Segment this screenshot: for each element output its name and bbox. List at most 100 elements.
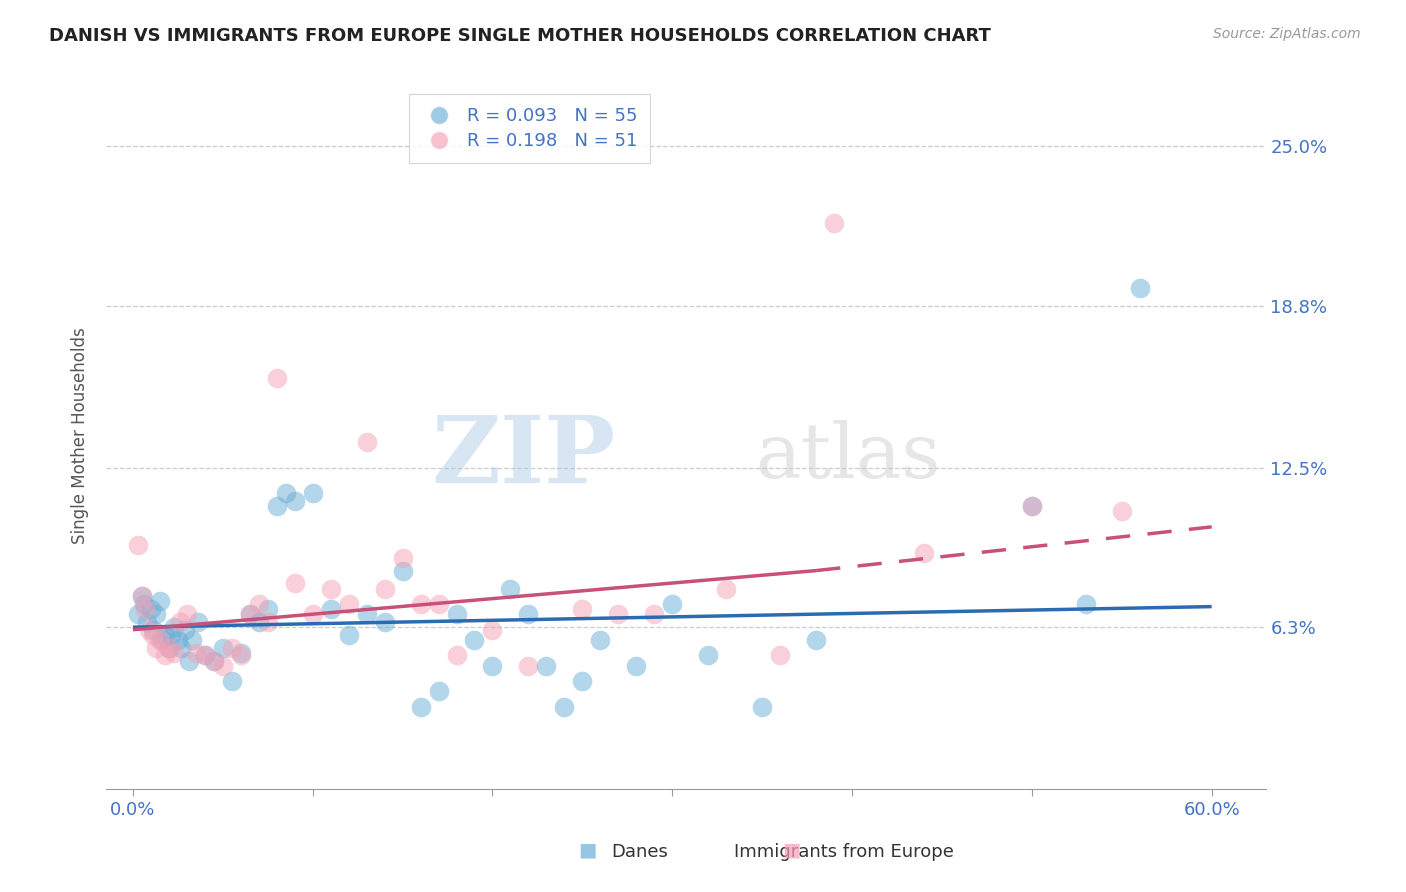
Point [481,658,503,673]
Point [145,640,167,655]
Point [150,633,173,648]
Point [427,597,450,611]
Point [134,602,156,616]
Point [499,582,522,596]
Point [1111,504,1133,518]
Point [804,633,827,648]
Point [274,486,297,500]
Point [163,646,186,660]
Text: Immigrants from Europe: Immigrants from Europe [734,843,953,861]
Point [589,633,612,648]
Point [391,564,413,578]
Point [409,699,432,714]
Point [1021,500,1043,514]
Point [716,582,738,596]
Point [155,628,177,642]
Point [337,597,360,611]
Point [517,607,540,622]
Point [446,648,468,663]
Point [266,500,288,514]
Text: atlas: atlas [755,420,941,494]
Point [163,620,186,634]
Point [446,607,468,622]
Point [463,633,485,648]
Point [266,370,288,384]
Point [211,640,233,655]
Point [176,607,198,622]
Point [374,615,396,629]
Y-axis label: Single Mother Households: Single Mother Households [72,327,89,544]
Point [157,640,180,655]
Point [356,607,378,622]
Point [571,674,593,689]
Legend: R = 0.093   N = 55, R = 0.198   N = 51: R = 0.093 N = 55, R = 0.198 N = 51 [409,95,650,163]
Point [247,597,270,611]
Point [517,658,540,673]
Point [319,602,342,616]
Point [391,550,413,565]
Point [187,615,209,629]
Text: ■: ■ [782,840,801,859]
Point [769,648,792,663]
Point [301,607,323,622]
Point [202,654,225,668]
Point [157,640,180,655]
Point [284,576,307,591]
Point [181,633,204,648]
Point [1021,500,1043,514]
Point [661,597,683,611]
Point [481,623,503,637]
Point [1129,280,1152,294]
Point [823,216,845,230]
Point [170,640,193,655]
Point [256,602,278,616]
Point [239,607,262,622]
Point [169,615,191,629]
Point [247,615,270,629]
Point [127,607,149,622]
Point [319,582,342,596]
Text: Source: ZipAtlas.com: Source: ZipAtlas.com [1213,27,1361,41]
Point [256,615,278,629]
Point [142,628,165,642]
Text: Danes: Danes [612,843,668,861]
Point [626,658,648,673]
Point [301,486,323,500]
Point [751,699,773,714]
Point [427,684,450,698]
Point [145,607,167,622]
Point [607,607,630,622]
Point [202,654,225,668]
Text: DANISH VS IMMIGRANTS FROM EUROPE SINGLE MOTHER HOUSEHOLDS CORRELATION CHART: DANISH VS IMMIGRANTS FROM EUROPE SINGLE … [49,27,991,45]
Point [194,648,217,663]
Text: ■: ■ [578,840,598,859]
Point [374,582,396,596]
Point [553,699,575,714]
Point [142,623,165,637]
Point [356,435,378,450]
Point [697,648,720,663]
Point [409,597,432,611]
Point [132,597,155,611]
Point [536,658,558,673]
Point [131,590,153,604]
Point [194,648,217,663]
Point [229,646,252,660]
Point [284,494,307,508]
Point [131,590,153,604]
Point [239,607,262,622]
Point [211,658,233,673]
Point [127,538,149,552]
Point [155,648,177,663]
Point [136,615,159,629]
Point [159,628,181,642]
Point [149,633,172,648]
Point [177,654,200,668]
Point [1074,597,1097,611]
Point [174,623,197,637]
Point [139,602,162,616]
Point [221,640,243,655]
Point [149,594,172,608]
Point [221,674,243,689]
Text: ZIP: ZIP [432,412,616,502]
